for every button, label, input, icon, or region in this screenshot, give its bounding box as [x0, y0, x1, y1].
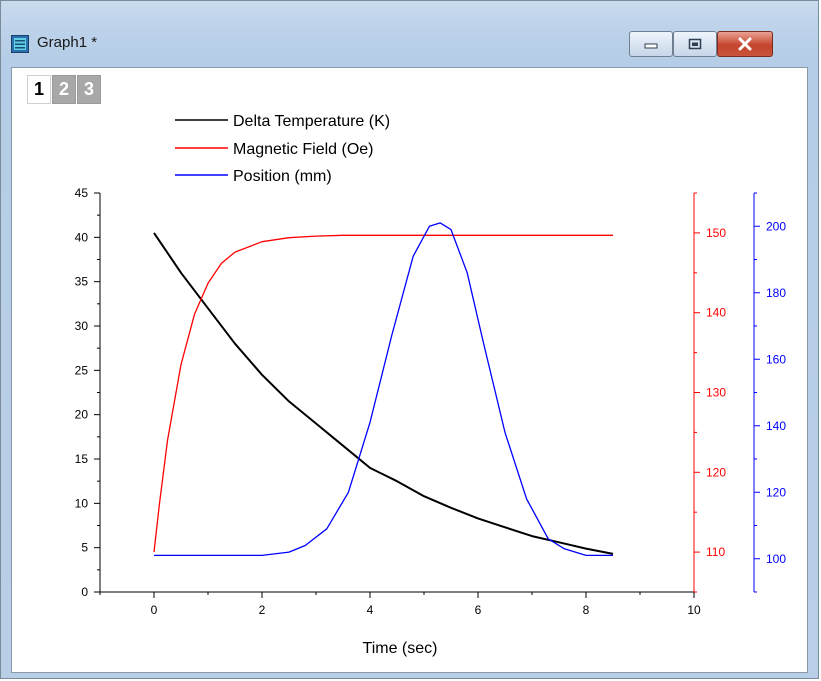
- layer-tab-2[interactable]: 2: [52, 75, 76, 104]
- maximize-icon: [688, 38, 702, 50]
- legend-label-magnetic-field: Magnetic Field (Oe): [233, 141, 374, 158]
- x-tick-label: 4: [367, 603, 374, 617]
- series-line-position-mm: [154, 222, 613, 557]
- series: [153, 222, 614, 557]
- y-right2-tick-label: 100: [766, 552, 786, 566]
- x-tick-label: 2: [259, 603, 266, 617]
- x-axis-title: Time (sec): [363, 640, 438, 657]
- y-right1-tick-label: 140: [706, 306, 726, 320]
- y-left-tick-label: 5: [81, 541, 88, 555]
- y-right2-tick-label: 160: [766, 352, 786, 366]
- y-right1-tick-label: 130: [706, 386, 726, 400]
- y-left-tick-label: 30: [75, 319, 89, 333]
- layer-tab-3[interactable]: 3: [77, 75, 101, 104]
- series-line-magnetic-field-oe: [153, 234, 613, 553]
- x-tick-label: 6: [475, 603, 482, 617]
- y-left-tick-label: 40: [75, 230, 89, 244]
- series-line-delta-temperature-k: [153, 232, 614, 555]
- y-left-tick-label: 15: [75, 452, 89, 466]
- y-right1-tick-label: 110: [706, 545, 725, 559]
- y-right2-tick-label: 140: [766, 419, 786, 433]
- title-bar[interactable]: Graph1 *: [1, 1, 818, 65]
- minimize-button[interactable]: [629, 31, 673, 57]
- layer-tabs: 1 2 3: [27, 75, 102, 104]
- y-right2-tick-label: 120: [766, 485, 786, 499]
- y-left-tick-label: 0: [81, 585, 88, 599]
- minimize-icon: [644, 43, 658, 49]
- legend-label-position: Position (mm): [233, 168, 332, 185]
- legend[interactable]: Delta Temperature (K) Magnetic Field (Oe…: [175, 113, 390, 185]
- y-right2-tick-label: 200: [766, 219, 786, 233]
- y-left-tick-label: 25: [75, 363, 89, 377]
- maximize-button[interactable]: [673, 31, 717, 57]
- legend-label-delta-temperature: Delta Temperature (K): [233, 113, 390, 130]
- y-right1-tick-label: 150: [706, 226, 726, 240]
- y-left-tick-label: 35: [75, 275, 89, 289]
- graph-page[interactable]: [11, 67, 808, 673]
- origin-graph-icon: [11, 35, 29, 53]
- y-right2-tick-label: 180: [766, 286, 786, 300]
- close-button[interactable]: [717, 31, 773, 57]
- y-left-tick-label: 20: [75, 408, 89, 422]
- window-title: Graph1 *: [37, 34, 98, 51]
- x-tick-label: 0: [151, 603, 158, 617]
- y-left-tick-label: 45: [75, 186, 89, 200]
- y-left-tick-label: 10: [75, 496, 89, 510]
- y-right1-tick-label: 120: [706, 465, 726, 479]
- close-icon: [738, 37, 752, 51]
- x-tick-label: 10: [687, 603, 701, 617]
- layer-tab-1[interactable]: 1: [27, 75, 51, 104]
- axes: 0 2 4 6 8 10051015202530354045110120130140150…: [75, 186, 787, 617]
- x-tick-label: 8: [583, 603, 590, 617]
